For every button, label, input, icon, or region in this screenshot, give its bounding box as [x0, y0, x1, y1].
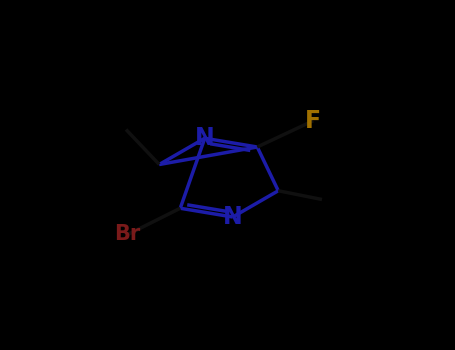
Text: N: N — [223, 205, 243, 229]
Text: N: N — [195, 126, 215, 150]
Text: F: F — [305, 109, 321, 133]
Text: Br: Br — [115, 224, 141, 245]
